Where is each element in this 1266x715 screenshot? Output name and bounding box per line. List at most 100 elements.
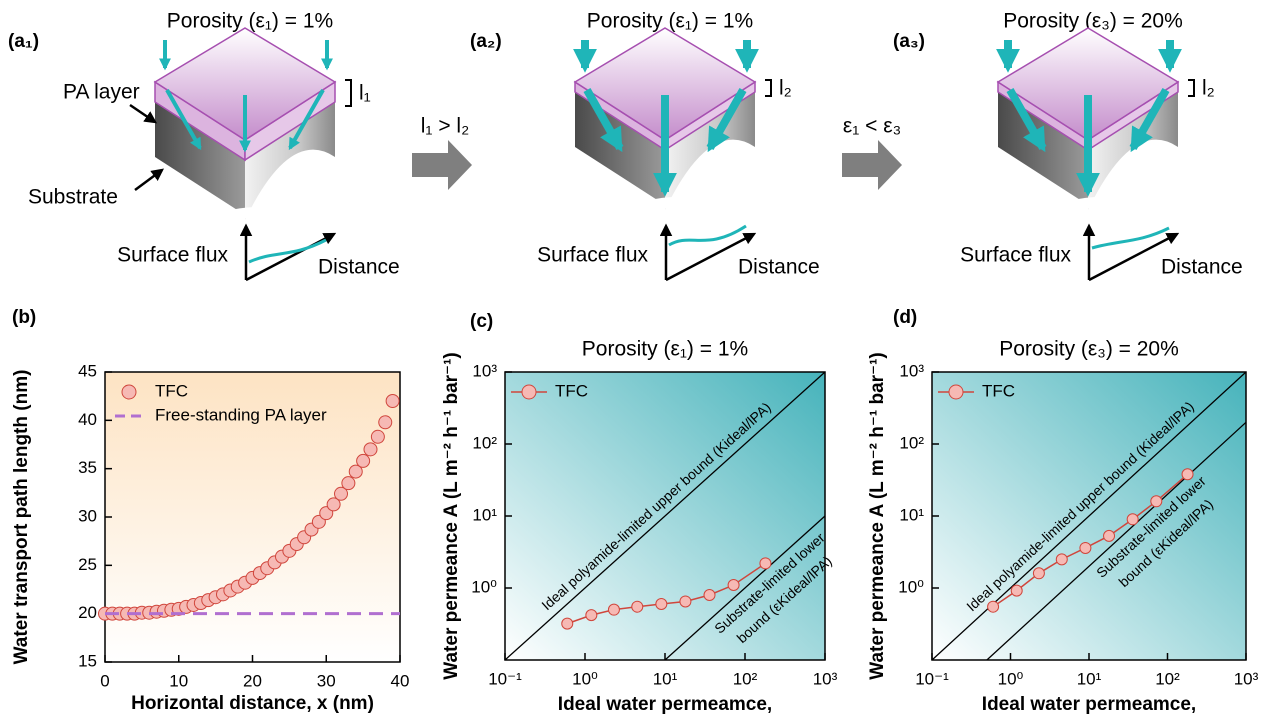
data-point — [1055, 553, 1068, 566]
pa-layer-label: PA layer — [63, 81, 140, 104]
x-tick-label: 10 — [169, 671, 188, 690]
x-tick-label: 10¹ — [653, 669, 678, 688]
x-tick-label: 0 — [100, 671, 109, 690]
substrate-pointer — [134, 168, 165, 192]
y-tick-label: 25 — [78, 555, 97, 574]
distance-label: Distance — [738, 256, 820, 279]
x-tick-label: 10¹ — [1077, 669, 1102, 688]
substrate-right — [245, 102, 335, 220]
x-tick-label: 10² — [733, 669, 758, 688]
thickness-label: l₂ — [779, 77, 792, 100]
flux-label: Surface flux — [960, 244, 1071, 267]
thickness-bracket — [1188, 79, 1195, 97]
panel-label: (a₂) — [470, 31, 502, 52]
plot-frame — [104, 371, 401, 663]
substrate-right — [1088, 92, 1178, 210]
legend-swatch — [948, 384, 964, 400]
data-point — [631, 600, 644, 613]
x-tick-label: 30 — [317, 671, 336, 690]
legend-label: TFC — [155, 381, 188, 400]
y-tick-label: 30 — [78, 506, 97, 525]
y-tick-label: 35 — [78, 458, 97, 477]
flux-curve — [668, 224, 747, 247]
substrate-left — [155, 102, 245, 215]
data-point — [363, 442, 378, 457]
panel-title: Porosity (ε₁) = 1% — [587, 10, 753, 33]
data-point — [326, 497, 341, 512]
y-tick-label: 10³ — [899, 361, 924, 380]
y-tick-label: 10¹ — [899, 505, 924, 524]
data-point — [1181, 468, 1194, 481]
panel-label: (a₃) — [893, 31, 925, 52]
panel-title: Porosity (ε₁) = 1% — [167, 10, 333, 33]
bound-line — [931, 371, 1247, 661]
x-tick-label: 40 — [391, 671, 410, 690]
data-point — [1126, 513, 1139, 526]
data-point — [370, 429, 385, 444]
data-point — [585, 609, 598, 622]
data-point — [987, 600, 1000, 613]
x-tick-label: 10³ — [1234, 669, 1259, 688]
data-point — [655, 597, 668, 610]
y-tick-label: 45 — [78, 361, 97, 380]
data-point — [348, 464, 363, 479]
panel-label: (b) — [12, 307, 36, 328]
y-tick-label: 15 — [78, 651, 97, 670]
data-point — [356, 453, 371, 468]
y-axis-label: Water transport path length (nm) — [11, 370, 32, 665]
x-axis-label: Ideal water permeamce, — [982, 694, 1196, 715]
flux-arrow — [1129, 88, 1170, 153]
y-tick-label: 10¹ — [472, 505, 497, 524]
x-tick-label: 10⁰ — [572, 669, 598, 688]
flux-curve — [1091, 226, 1170, 250]
flux-arrow — [1006, 88, 1047, 153]
substrate-right — [665, 92, 755, 210]
y-axis-label: Water permeance A (L m⁻² h⁻¹ bar⁻¹) — [867, 352, 888, 679]
data-point — [759, 557, 772, 570]
data-point — [341, 476, 356, 491]
data-point — [378, 415, 393, 430]
y-axis-label: Water permeance A (L m⁻² h⁻¹ bar⁻¹) — [441, 352, 462, 679]
substrate-label: Substrate — [28, 186, 118, 209]
flux-label: Surface flux — [537, 244, 648, 267]
thickness-label: l₁ — [359, 82, 371, 105]
x-tick-label: 10³ — [813, 669, 838, 688]
data-point — [1010, 584, 1023, 597]
y-tick-label: 10⁰ — [898, 577, 924, 596]
legend-label: TFC — [982, 381, 1015, 400]
flux-curve — [248, 238, 327, 264]
y-tick-label: 10³ — [472, 361, 497, 380]
substrate-curve — [195, 206, 300, 223]
process-label: l₁ > l₂ — [421, 115, 470, 138]
process-arrow — [412, 140, 472, 190]
process-arrow — [842, 140, 902, 190]
distance-label: Distance — [318, 256, 400, 279]
panel-label: (d) — [893, 307, 917, 328]
y-tick-label: 40 — [78, 410, 97, 429]
data-point — [607, 603, 620, 616]
data-point — [561, 617, 574, 630]
data-point — [1032, 567, 1045, 580]
bound-line — [664, 515, 826, 661]
thickness-bracket — [765, 79, 772, 97]
legend-swatch — [121, 384, 137, 400]
data-point — [679, 595, 692, 608]
panel-title: Porosity (ε₃) = 20% — [1003, 10, 1183, 33]
chart-title: Porosity (ε₃) = 20% — [999, 338, 1179, 361]
y-tick-label: 20 — [78, 603, 97, 622]
y-tick-label: 10² — [899, 433, 924, 452]
flux-label: Surface flux — [117, 244, 228, 267]
x-tick-label: 10⁻¹ — [915, 669, 949, 688]
panel-label: (c) — [470, 311, 493, 332]
x-axis-label: Horizontal distance, x (nm) — [131, 693, 374, 714]
data-point — [1150, 495, 1163, 508]
bound-line — [504, 371, 826, 661]
substrate-curve — [615, 196, 720, 213]
x-tick-label: 10⁰ — [998, 669, 1024, 688]
legend-label: Free-standing PA layer — [155, 405, 327, 424]
data-point — [1079, 541, 1092, 554]
chart-title: Porosity (ε₁) = 1% — [582, 338, 748, 361]
distance-axis — [665, 232, 757, 282]
distance-axis — [1088, 232, 1180, 282]
